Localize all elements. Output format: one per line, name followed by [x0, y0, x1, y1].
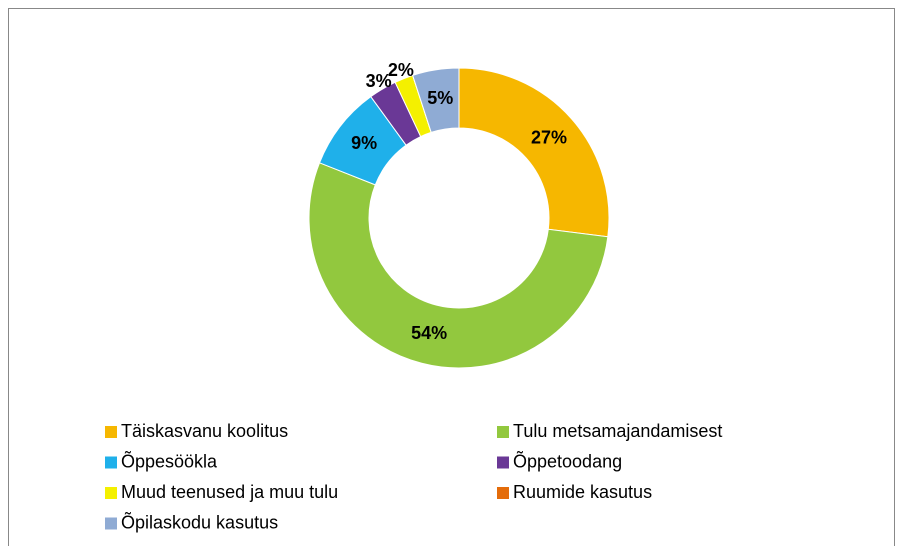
legend-label: Muud teenused ja muu tulu — [121, 482, 338, 502]
legend-label: Õpilaskodu kasutus — [121, 511, 278, 532]
legend-swatch — [105, 426, 117, 438]
legend-label: Õppetoodang — [513, 450, 622, 471]
legend-label: Täiskasvanu koolitus — [121, 421, 288, 441]
data-label: 3% — [366, 71, 392, 91]
donut-segment — [308, 162, 609, 369]
data-label: 54% — [411, 323, 447, 343]
legend-swatch — [497, 456, 509, 469]
legend-label: Ruumide kasutus — [513, 482, 652, 502]
data-label: 5% — [427, 88, 453, 108]
legend-label: Tulu metsamajandamisest — [513, 421, 722, 441]
legend-label: Õppesöökla — [121, 450, 218, 471]
legend-swatch — [497, 426, 509, 438]
data-label: 27% — [531, 127, 567, 147]
data-label: 2% — [388, 60, 414, 80]
legend-swatch — [497, 487, 509, 499]
legend-swatch — [105, 456, 117, 469]
donut-segment — [412, 67, 460, 134]
legend-swatch — [105, 517, 117, 530]
legend-swatch — [105, 487, 117, 499]
data-label: 9% — [351, 133, 377, 153]
donut-segment — [458, 67, 610, 238]
